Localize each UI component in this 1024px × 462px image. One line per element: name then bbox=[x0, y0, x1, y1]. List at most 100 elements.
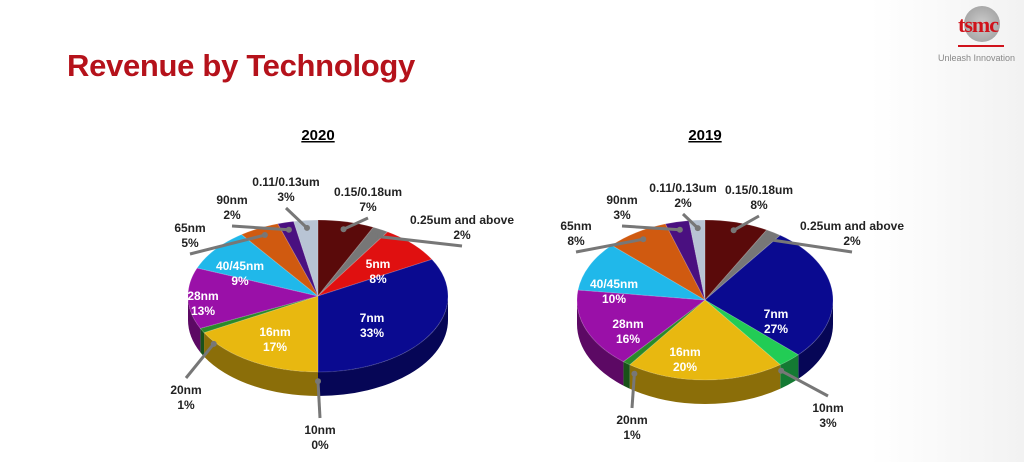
pie-slice-28nm bbox=[187, 267, 319, 329]
slice-value: 20% bbox=[673, 360, 697, 374]
leader-dot bbox=[303, 224, 310, 231]
logo-underline bbox=[958, 45, 1004, 47]
slice-label: 0.25um and above bbox=[410, 213, 514, 227]
leader-dot bbox=[763, 236, 770, 243]
pie-slice-0.25um and above bbox=[317, 226, 389, 297]
pie-side-28nm bbox=[188, 296, 201, 353]
slice-value: 8% bbox=[750, 198, 768, 212]
slice-label: 28nm bbox=[612, 317, 643, 331]
leader-line bbox=[342, 216, 369, 231]
pie-slice-16nm bbox=[203, 295, 319, 373]
slice-label: 40/45nm bbox=[590, 277, 638, 291]
leader-line bbox=[184, 342, 215, 379]
leader-dot bbox=[371, 233, 378, 240]
leader-line bbox=[766, 237, 853, 254]
slice-label: 0.15/0.18um bbox=[725, 183, 793, 197]
leader-line bbox=[374, 234, 463, 248]
pie-slice-28nm bbox=[576, 289, 707, 363]
slice-label: 10nm bbox=[812, 401, 843, 415]
pie-side-20nm bbox=[623, 361, 630, 389]
slice-value: 1% bbox=[177, 398, 195, 412]
pie-side-10nm bbox=[780, 354, 799, 389]
pie-slice-16nm bbox=[628, 299, 782, 381]
slice-value: 2% bbox=[843, 234, 861, 248]
slice-label: 28nm bbox=[187, 289, 218, 303]
slice-value: 33% bbox=[360, 326, 384, 340]
tsmc-logo: tsmc Unleash Innovation bbox=[938, 4, 1020, 64]
slice-label: 20nm bbox=[170, 383, 201, 397]
slice-value: 10% bbox=[602, 292, 626, 306]
slice-label: 5nm bbox=[366, 257, 391, 271]
slice-value: 17% bbox=[263, 340, 287, 354]
slice-label: 7nm bbox=[360, 311, 385, 325]
logo-tagline: Unleash Innovation bbox=[938, 53, 1016, 63]
pie-slice-90nm bbox=[277, 220, 319, 297]
leader-line bbox=[316, 381, 322, 419]
slice-value: 27% bbox=[764, 322, 788, 336]
leader-dot bbox=[210, 340, 217, 347]
slice-value: 3% bbox=[277, 190, 295, 204]
slice-label: 90nm bbox=[606, 193, 637, 207]
leader-line bbox=[231, 224, 290, 232]
pie-slice-7nm bbox=[317, 258, 449, 373]
slice-label: 40/45nm bbox=[216, 259, 264, 273]
leader-dot bbox=[631, 370, 638, 377]
leader-line bbox=[284, 206, 309, 229]
slice-label: 65nm bbox=[174, 221, 205, 235]
slice-value: 9% bbox=[231, 274, 249, 288]
pie-side-28nm bbox=[577, 300, 624, 386]
slice-value: 2% bbox=[453, 228, 471, 242]
leader-dot bbox=[778, 367, 785, 374]
slice-label: 0.25um and above bbox=[800, 219, 904, 233]
slice-value: 1% bbox=[623, 428, 641, 442]
slice-value: 3% bbox=[819, 416, 837, 430]
leader-line bbox=[732, 214, 760, 232]
leader-line bbox=[681, 212, 699, 230]
pie-side-20nm bbox=[200, 328, 205, 357]
slice-label: 20nm bbox=[616, 413, 647, 427]
slice-value: 5% bbox=[181, 236, 199, 250]
leader-line bbox=[621, 224, 680, 232]
pie-slice-40/45nm bbox=[196, 233, 319, 297]
slice-label: 7nm bbox=[764, 307, 789, 321]
pie-title: 2019 bbox=[688, 127, 721, 144]
slice-label: 0.15/0.18um bbox=[334, 185, 402, 199]
pie-slice-5nm bbox=[317, 231, 433, 297]
leader-line bbox=[630, 373, 636, 409]
slice-value: 8% bbox=[567, 234, 585, 248]
pie-title: 2020 bbox=[301, 127, 334, 144]
pie-side-7nm bbox=[798, 300, 833, 379]
globe-icon bbox=[964, 6, 1000, 42]
slice-label: 65nm bbox=[560, 219, 591, 233]
logo-wordmark: tsmc bbox=[958, 12, 999, 37]
leader-dot bbox=[694, 225, 701, 232]
leader-dot bbox=[315, 378, 321, 385]
slice-value: 13% bbox=[191, 304, 215, 318]
pie-slice-0.15/0.18um bbox=[317, 219, 375, 298]
slice-label: 10nm bbox=[304, 423, 335, 437]
pie-slice-10nm bbox=[704, 299, 800, 366]
pie-slice-0.15/0.18um bbox=[704, 219, 768, 302]
pie-slice-20nm bbox=[199, 295, 319, 334]
slice-value: 3% bbox=[613, 208, 631, 222]
leader-line bbox=[189, 233, 266, 256]
slice-label: 0.11/0.13um bbox=[252, 175, 319, 189]
pie-side-7nm bbox=[318, 296, 448, 396]
slice-label: 0.11/0.13um bbox=[649, 181, 716, 195]
pie-side-16nm bbox=[629, 364, 781, 404]
slice-value: 8% bbox=[369, 272, 387, 286]
leader-dot bbox=[730, 227, 737, 234]
slice-label: 16nm bbox=[259, 325, 290, 339]
pie-slice-0.11/0.13um bbox=[292, 219, 319, 297]
slice-value: 2% bbox=[674, 196, 692, 210]
leader-dot bbox=[640, 236, 647, 243]
slice-value: 2% bbox=[223, 208, 241, 222]
pie-slice-20nm bbox=[622, 299, 706, 366]
leader-dot bbox=[285, 226, 292, 233]
leader-dot bbox=[261, 232, 268, 239]
slice-label: 90nm bbox=[216, 193, 247, 207]
